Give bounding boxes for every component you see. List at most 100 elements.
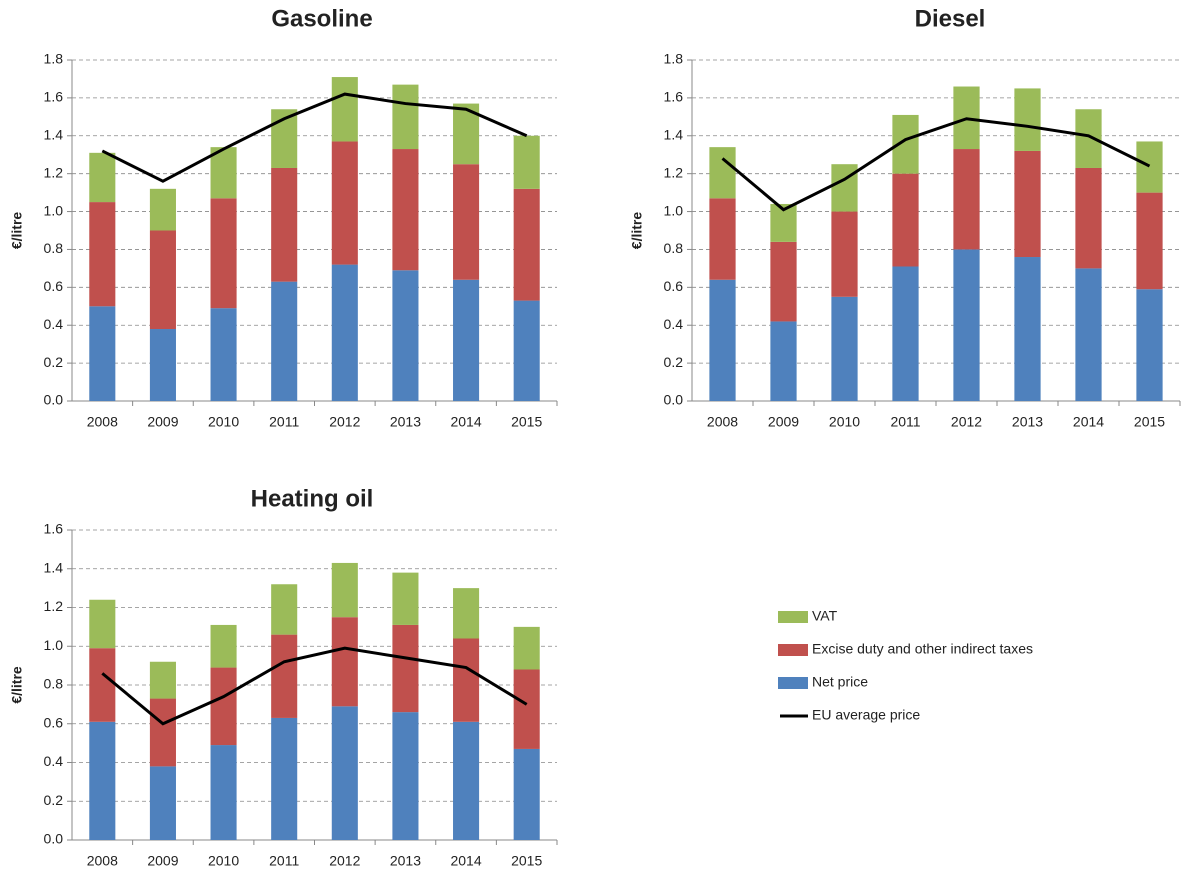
bar-segment (513, 669, 540, 749)
y-tick-label: 0.8 (664, 240, 684, 256)
chart-title: Diesel (915, 5, 986, 32)
y-tick-label: 1.2 (44, 164, 64, 180)
x-tick-label: 2014 (1073, 414, 1104, 430)
bar-segment (271, 167, 298, 282)
bar-segment (453, 638, 480, 722)
x-tick-label: 2012 (329, 414, 360, 430)
bar-segment (892, 266, 919, 401)
bar-segment (210, 624, 237, 668)
bar-segment (210, 198, 237, 309)
x-tick-label: 2011 (269, 853, 299, 869)
chart-title: Gasoline (271, 5, 372, 32)
bar-segment (831, 164, 858, 212)
x-tick-label: 2013 (390, 853, 421, 869)
x-tick-label: 2009 (147, 853, 178, 869)
bar-segment (210, 745, 237, 840)
x-tick-label: 2009 (768, 414, 799, 430)
bar-segment (831, 211, 858, 297)
y-tick-label: 1.2 (664, 164, 684, 180)
bar-segment (770, 241, 797, 322)
bar-segment (331, 562, 358, 618)
bar-segment (331, 264, 358, 401)
y-tick-label: 0.4 (664, 316, 684, 332)
bar-segment (453, 164, 480, 280)
y-tick-label: 0.8 (44, 676, 64, 692)
line-series (101, 92, 528, 183)
x-tick-label: 2008 (87, 853, 118, 869)
legend-swatch (778, 644, 808, 656)
y-axis-label: €/litre (629, 212, 645, 250)
bar-segment (331, 617, 358, 707)
y-tick-label: 0.0 (44, 392, 64, 408)
bar-segment (392, 270, 419, 401)
y-tick-label: 1.4 (44, 126, 64, 142)
bar-segment (331, 706, 358, 840)
bar-segment (770, 321, 797, 401)
y-tick-label: 0.6 (44, 714, 64, 730)
bar-segment (1136, 192, 1163, 290)
y-tick-label: 0.2 (44, 792, 64, 808)
bar-segment (892, 173, 919, 267)
y-tick-label: 1.8 (664, 51, 684, 67)
x-tick-label: 2008 (87, 414, 118, 430)
x-tick-label: 2010 (829, 414, 860, 430)
bar-segment (1075, 167, 1102, 269)
bar-segment (149, 188, 176, 231)
bar-segment (513, 300, 540, 401)
legend-label: VAT (812, 608, 838, 624)
bar-segment (392, 149, 419, 271)
bar-segment (709, 279, 736, 401)
y-tick-label: 1.0 (44, 202, 64, 218)
y-tick-label: 1.4 (44, 559, 64, 575)
x-tick-label: 2009 (147, 414, 178, 430)
legend-label: EU average price (812, 707, 920, 723)
bar-segment (149, 329, 176, 401)
y-axis-label: €/litre (9, 212, 25, 250)
bar-segment (271, 717, 298, 840)
y-tick-label: 0.8 (44, 240, 64, 256)
bar-segment (392, 624, 419, 713)
x-tick-label: 2012 (329, 853, 360, 869)
line-series (721, 117, 1151, 212)
bar-segment (953, 249, 980, 401)
legend-swatch (778, 611, 808, 623)
y-tick-label: 0.2 (44, 354, 64, 370)
bar-segment (831, 296, 858, 401)
bar-segment (392, 712, 419, 840)
chart-title: Heating oil (251, 485, 374, 512)
y-tick-label: 1.6 (664, 89, 684, 105)
bar-segment (331, 77, 358, 142)
bar-segment (1014, 150, 1041, 258)
y-axis-label: €/litre (9, 666, 25, 704)
bar-segment (1136, 141, 1163, 193)
y-tick-label: 1.4 (664, 126, 684, 142)
y-tick-label: 1.6 (44, 89, 64, 105)
x-tick-label: 2014 (450, 414, 481, 430)
bar-segment (513, 626, 540, 670)
bar-segment (513, 188, 540, 301)
legend-label: Net price (812, 674, 868, 690)
bar-segment (453, 721, 480, 840)
x-tick-label: 2011 (269, 414, 299, 430)
bar-segment (709, 198, 736, 280)
y-tick-label: 0.0 (44, 831, 64, 847)
bar-segment (89, 599, 116, 649)
y-tick-label: 1.6 (44, 521, 64, 537)
x-tick-label: 2014 (450, 853, 481, 869)
bar-segment (453, 279, 480, 401)
bar-segment (709, 147, 736, 199)
bar-segment (89, 202, 116, 307)
bar-segment (271, 584, 298, 635)
bar-segment (1075, 268, 1102, 401)
bar-segment (89, 306, 116, 401)
bar-segment (210, 667, 237, 746)
bar-segment (210, 308, 237, 401)
y-tick-label: 1.0 (44, 637, 64, 653)
x-tick-label: 2008 (707, 414, 738, 430)
y-tick-label: 0.2 (664, 354, 684, 370)
bar-segment (149, 698, 176, 767)
x-tick-label: 2013 (1012, 414, 1043, 430)
legend-label: Excise duty and other indirect taxes (812, 641, 1033, 657)
y-tick-label: 1.2 (44, 598, 64, 614)
bar-segment (1136, 289, 1163, 401)
